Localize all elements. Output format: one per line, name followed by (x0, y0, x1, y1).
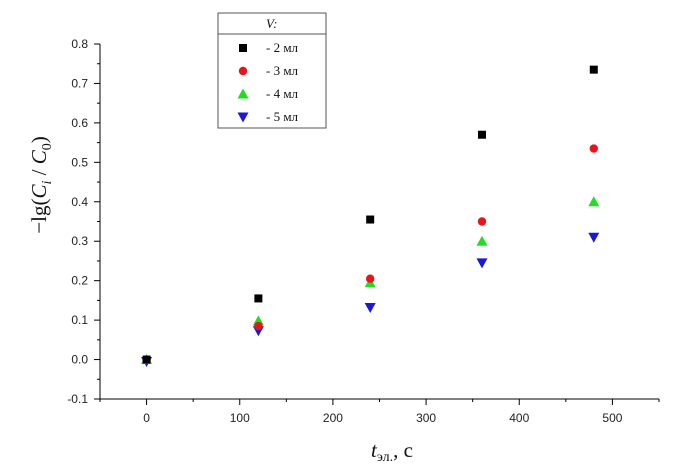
y-tick-label: -0.1 (67, 392, 88, 406)
x-tick-label: 300 (416, 411, 436, 425)
legend-label: - 3 мл (266, 63, 299, 78)
x-tick-label: 400 (509, 411, 529, 425)
y-tick-label: 0.5 (71, 155, 88, 169)
data-point (254, 294, 263, 303)
y-tick-label: 0.2 (71, 274, 88, 288)
y-tick-label: 0.4 (71, 195, 88, 209)
data-point (477, 217, 487, 226)
x-tick-label: 500 (602, 411, 622, 425)
data-point (588, 232, 600, 243)
data-point (254, 321, 263, 331)
legend-box (217, 33, 327, 129)
x-tick-label: 0 (143, 411, 150, 425)
y-tick-label: 0.6 (71, 116, 88, 130)
data-point (364, 302, 376, 313)
data-point (142, 355, 151, 364)
data-point (476, 235, 488, 246)
data-point (366, 215, 375, 224)
y-axis-title: −lg(Ci / C0) (27, 136, 55, 233)
legend-marker (239, 44, 247, 52)
y-tick-label: 0.8 (71, 37, 88, 51)
legend-marker (238, 66, 248, 76)
legend: V: - 2 мл - 3 мл - 4 мл - 5 мл (217, 12, 327, 129)
y-tick-label: 0.0 (71, 353, 88, 367)
legend-title: V: (266, 16, 277, 31)
data-point (589, 65, 598, 74)
legend-label: - 5 мл (266, 109, 299, 124)
data-points (141, 65, 600, 368)
data-point (588, 196, 600, 207)
data-point (365, 274, 375, 283)
legend-marker (237, 88, 249, 99)
x-tick-label: 100 (230, 411, 250, 425)
plot-frame (99, 44, 659, 400)
legend-label: - 2 мл (266, 40, 299, 55)
y-axis-ticks: -0.1 0.0 0.1 0.2 0.3 0.4 0.5 0.6 0.7 0.8 (67, 37, 100, 406)
legend-label: - 4 мл (266, 86, 299, 101)
x-axis-title: tэл., с (371, 438, 413, 465)
data-point (589, 144, 598, 153)
legend-marker (237, 112, 249, 123)
x-axis-ticks: 0 100 200 300 400 500 (99, 399, 660, 425)
y-tick-label: 0.7 (71, 76, 88, 90)
x-tick-label: 200 (323, 411, 343, 425)
data-point (476, 258, 488, 269)
y-tick-label: 0.1 (71, 313, 88, 327)
legend-items: - 2 мл - 3 мл - 4 мл - 5 мл (237, 40, 299, 124)
y-tick-label: 0.3 (71, 234, 88, 248)
data-point (477, 130, 486, 139)
